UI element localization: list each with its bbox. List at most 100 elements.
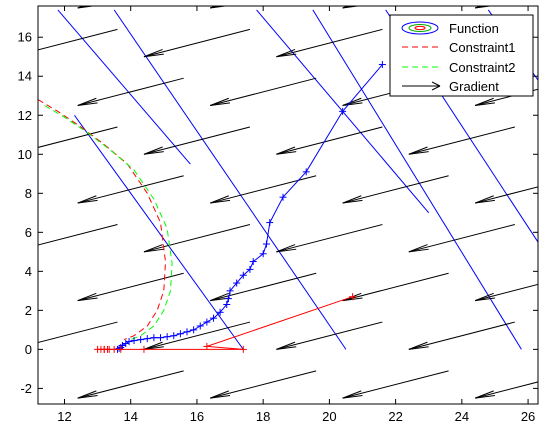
- data-point-marker: [239, 345, 247, 353]
- legend-item-constraint2: Constraint2: [402, 60, 515, 75]
- y-tick-label: 8: [25, 186, 32, 201]
- legend-box: [389, 14, 534, 97]
- legend-label-gradient: Gradient: [449, 79, 499, 94]
- y-tick-label: 12: [18, 108, 32, 123]
- gradient-arrow-shaft: [474, 283, 538, 302]
- x-tick-label: 20: [322, 409, 336, 424]
- gradient-arrow-head: [210, 390, 229, 399]
- data-point-marker: [117, 345, 125, 353]
- data-point-marker: [266, 219, 274, 227]
- gradient-arrow-shaft: [210, 77, 317, 106]
- plot-frame: [37, 5, 539, 405]
- y-tick-label: -2: [20, 381, 32, 396]
- gradient-arrow-head: [12, 245, 31, 252]
- gradient-arrow-shaft: [276, 224, 383, 253]
- gradient-arrow-head: [210, 6, 229, 9]
- gradient-arrow-head: [342, 195, 362, 204]
- gradient-arrow-shaft: [276, 126, 383, 155]
- gradient-arrow-head: [475, 102, 495, 106]
- x-tick-label: 24: [455, 409, 469, 424]
- gradient-arrow-head: [77, 390, 97, 399]
- legend-item-gradient: Gradient: [402, 79, 499, 94]
- data-point-marker: [115, 344, 123, 352]
- legend-item-function: Function: [401, 21, 499, 36]
- gradient-arrow-head: [474, 6, 482, 9]
- gradient-arrow-head: [77, 97, 97, 106]
- gradient-arrow-shaft: [38, 28, 118, 51]
- gradient-arrow-head: [143, 151, 164, 155]
- gradient-arrow-head: [143, 53, 164, 58]
- gradient-arrow-head: [342, 390, 362, 399]
- data-point-marker: [349, 293, 357, 301]
- gradient-arrow-shaft: [143, 321, 251, 350]
- gradient-layer: [12, 6, 545, 399]
- gradient-arrow-shaft: [38, 224, 118, 246]
- gradient-arrow-shaft: [541, 29, 545, 56]
- data-point-marker: [262, 240, 270, 248]
- gradient-arrow-head: [276, 53, 297, 58]
- data-point-marker: [249, 258, 257, 266]
- gradient-arrow-head: [210, 292, 229, 302]
- contour-icon: [401, 21, 439, 35]
- gradient-arrow-head: [12, 54, 32, 57]
- gradient-arrow-head: [210, 395, 231, 399]
- gradient-arrow-head: [276, 248, 297, 253]
- legend-item-constraint1: Constraint1: [402, 40, 515, 55]
- gradient-arrow-shaft: [474, 381, 538, 399]
- gradient-arrow-head: [77, 195, 97, 204]
- gradient-arrow-head: [342, 199, 363, 204]
- gradient-arrow-head: [541, 249, 545, 252]
- data-point-marker: [224, 295, 232, 303]
- data-point-marker: [94, 345, 102, 353]
- gradient-arrow-head: [541, 245, 545, 252]
- gradient-arrow-head: [474, 390, 494, 399]
- gradient-arrow-shaft: [408, 126, 515, 155]
- gradient-arrow-head: [210, 195, 229, 204]
- data-point-marker: [279, 193, 287, 201]
- gradient-arrow-head: [210, 6, 217, 9]
- legend: Function Constraint1 Constraint2 Gradien…: [389, 14, 534, 97]
- gradient-arrow-shaft: [77, 272, 184, 302]
- data-point-marker: [239, 271, 247, 279]
- gradient-arrow-head: [12, 249, 32, 252]
- data-point-marker: [176, 330, 184, 338]
- data-point-marker: [302, 168, 310, 176]
- series-layer: [38, 61, 386, 353]
- gradient-arrow-head: [342, 6, 350, 9]
- gradient-arrow-shaft: [408, 321, 515, 350]
- data-point-marker: [216, 308, 224, 316]
- gradient-arrow-shaft: [143, 224, 251, 253]
- contour-line: [312, 9, 522, 350]
- data-point-marker: [163, 333, 171, 341]
- gradient-arrow-shaft: [210, 272, 317, 302]
- contour-line: [57, 9, 191, 165]
- gradient-arrow-head: [276, 341, 296, 350]
- gradient-arrow-head: [408, 346, 429, 350]
- gradient-arrow-head: [475, 395, 495, 399]
- x-tick-label: 14: [123, 409, 137, 424]
- data-point-marker: [130, 337, 138, 345]
- data-point-marker: [233, 279, 241, 287]
- gradient-arrow-head: [77, 395, 98, 399]
- data-point-marker: [339, 107, 347, 115]
- legend-label-constraint1: Constraint1: [449, 40, 515, 55]
- x-tick-label: 26: [521, 409, 535, 424]
- y-tick-label: 6: [25, 225, 32, 240]
- data-point-marker: [259, 250, 267, 258]
- x-axis: 12 14 16 18 20 22 24 26: [57, 6, 535, 424]
- x-tick-label: 16: [190, 409, 204, 424]
- gradient-arrow-head: [77, 102, 98, 106]
- gradient-arrow-head: [541, 49, 545, 56]
- gradient-arrow-head: [143, 341, 163, 350]
- gradient-arrow-head: [77, 6, 97, 9]
- data-point-marker: [196, 322, 204, 330]
- gradient-arrow-head: [408, 244, 428, 253]
- gradient-arrow-head: [143, 248, 164, 253]
- y-tick-label: 16: [18, 30, 32, 45]
- gradient-arrow-head: [475, 6, 494, 9]
- gradient-arrow-shaft: [342, 272, 449, 302]
- gradient-arrow-shaft: [541, 127, 545, 154]
- gradient-arrow-head: [474, 195, 494, 204]
- data-point-marker: [209, 314, 217, 322]
